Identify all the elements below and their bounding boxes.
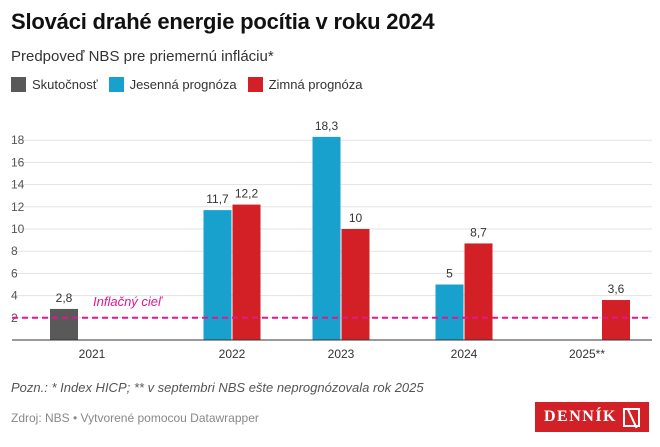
- bar-value-label: 2,8: [56, 291, 73, 305]
- bar-value-label: 8,7: [470, 225, 487, 239]
- dennik-n-logo[interactable]: DENNÍK: [535, 402, 649, 432]
- x-tick-label: 2021: [79, 347, 106, 361]
- legend-label-winter: Zimná prognóza: [268, 77, 363, 92]
- source-credit: Zdroj: NBS • Vytvorené pomocou Datawrapp…: [11, 411, 259, 425]
- y-tick-label: 8: [11, 244, 18, 258]
- bar: [602, 300, 630, 340]
- y-tick-label: 16: [11, 155, 25, 169]
- legend-label-actual: Skutočnosť: [32, 77, 98, 92]
- legend: Skutočnosť Jesenná prognóza Zimná prognó…: [11, 77, 374, 92]
- bar-value-label: 12,2: [235, 187, 259, 201]
- bar: [464, 243, 493, 340]
- bar: [50, 308, 78, 340]
- bar: [341, 229, 370, 340]
- legend-swatch-winter: [247, 77, 263, 92]
- chart-subtitle: Predpoveď NBS pre priemernú infláciu*: [11, 48, 274, 65]
- x-tick-label: 2022: [219, 347, 246, 361]
- inflation-target-label: Inflačný cieľ: [93, 294, 164, 309]
- legend-item-winter: Zimná prognóza: [247, 77, 363, 92]
- y-tick-label: 4: [11, 289, 18, 303]
- legend-swatch-actual: [11, 77, 26, 92]
- legend-item-actual: Skutočnosť: [11, 77, 98, 92]
- y-tick-label: 14: [11, 178, 25, 192]
- legend-label-autumn: Jesenná prognóza: [129, 77, 237, 92]
- logo-wordmark: DENNÍK: [543, 408, 617, 425]
- legend-item-autumn: Jesenná prognóza: [108, 77, 237, 92]
- y-tick-label: 10: [11, 222, 25, 236]
- bar-value-label: 11,7: [206, 192, 229, 206]
- bar: [203, 210, 232, 340]
- bar-value-label: 3,6: [608, 282, 625, 296]
- x-tick-label: 2023: [328, 347, 355, 361]
- y-tick-label: 12: [11, 200, 25, 214]
- bar-value-label: 18,3: [315, 119, 339, 133]
- footnote: Pozn.: * Index HICP; ** v septembri NBS …: [11, 380, 424, 395]
- legend-swatch-autumn: [108, 77, 124, 92]
- chart-title: Slováci drahé energie pocítia v roku 202…: [11, 9, 435, 34]
- y-tick-label: 6: [11, 266, 18, 280]
- bar-chart: 246810121416182,8202111,712,2202218,3102…: [11, 119, 652, 361]
- bar-value-label: 5: [446, 267, 453, 281]
- bar: [435, 284, 464, 340]
- bar: [312, 136, 341, 340]
- x-tick-label: 2024: [451, 347, 478, 361]
- y-tick-label: 18: [11, 133, 25, 147]
- logo-n-mark: [623, 407, 640, 427]
- x-tick-label: 2025**: [569, 347, 605, 361]
- bar-value-label: 10: [349, 211, 363, 225]
- bar: [232, 204, 261, 340]
